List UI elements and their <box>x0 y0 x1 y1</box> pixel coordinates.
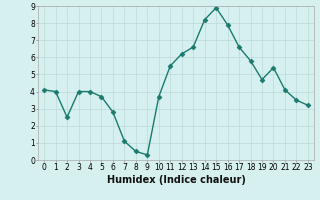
X-axis label: Humidex (Indice chaleur): Humidex (Indice chaleur) <box>107 175 245 185</box>
